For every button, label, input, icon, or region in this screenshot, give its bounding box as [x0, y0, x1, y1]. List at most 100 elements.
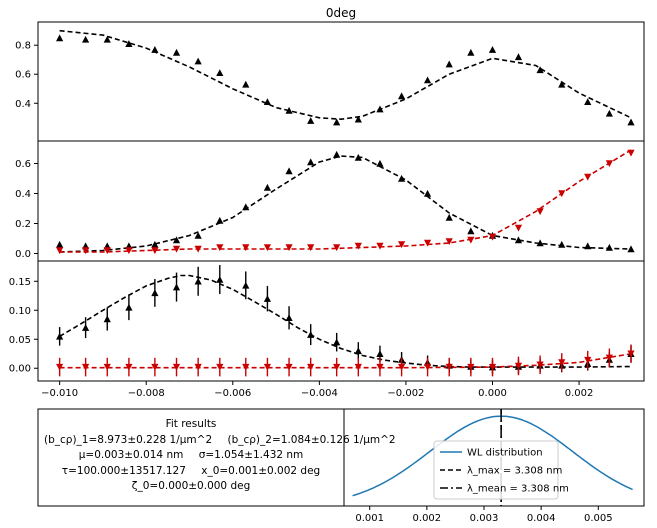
top-axes-frame — [37, 21, 645, 142]
top-point-s0 — [605, 109, 613, 117]
bottom-point-s0 — [354, 347, 362, 355]
middle-point-s1 — [627, 149, 635, 157]
top-point-s0 — [151, 45, 159, 53]
bottom-point-s1 — [398, 363, 406, 371]
middle-point-s1 — [376, 242, 384, 250]
top-point-s0 — [56, 34, 64, 42]
bottom-point-s1 — [82, 363, 90, 371]
middle-point-s1 — [216, 244, 224, 252]
top-point-s0 — [285, 106, 293, 114]
wl-xtick-label: 0.002 — [413, 513, 442, 524]
bottom-xtick-label: 0.000 — [478, 388, 507, 399]
top-panel: 0.4 0.6 0.8 — [15, 29, 635, 126]
middle-point-s0 — [307, 158, 315, 166]
bottom-point-s0 — [307, 331, 315, 338]
middle-fit-line-0 — [59, 155, 632, 253]
middle-point-s1 — [103, 247, 111, 255]
bottom-point-s1 — [194, 363, 202, 371]
bottom-point-s1 — [242, 363, 250, 371]
top-point-s0 — [354, 115, 362, 123]
middle-point-s1 — [354, 242, 362, 250]
middle-point-s0 — [584, 242, 592, 250]
fit-results-heading: Fit results — [165, 418, 217, 430]
middle-point-s1 — [398, 241, 406, 249]
middle-point-s0 — [467, 227, 475, 235]
bottom-point-s1 — [216, 363, 224, 371]
bottom-point-s1 — [103, 363, 111, 371]
middle-point-s0 — [151, 240, 159, 248]
bottom-point-s0 — [151, 289, 159, 297]
bottom-xtick-label: −0.008 — [128, 388, 165, 399]
middle-point-s0 — [605, 243, 613, 251]
bottom-point-s1 — [151, 363, 159, 371]
wl-xtick-label: 0.005 — [584, 513, 613, 524]
top-point-s0 — [194, 57, 202, 65]
bottom-point-s0 — [172, 283, 181, 291]
middle-point-s0 — [333, 150, 341, 158]
top-point-s0 — [376, 105, 384, 113]
bottom-point-s1 — [627, 350, 635, 358]
bottom-ytick-label: 0.10 — [9, 306, 31, 317]
top-point-s0 — [125, 40, 133, 48]
wl-distribution-curve — [352, 415, 633, 497]
middle-ytick-label: 0.6 — [15, 159, 31, 170]
bottom-point-s0 — [194, 277, 202, 285]
bottom-ytick-label: 0.00 — [9, 364, 31, 375]
middle-point-s0 — [398, 174, 406, 182]
middle-point-s0 — [172, 236, 181, 244]
middle-point-s1 — [285, 244, 293, 252]
wl-axes-frame — [343, 408, 645, 507]
bottom-fit-line-1 — [59, 353, 632, 369]
middle-point-s0 — [242, 203, 250, 211]
bottom-point-s1 — [354, 363, 362, 371]
bottom-point-s1 — [125, 363, 133, 371]
bottom-point-s0 — [216, 275, 224, 283]
bottom-point-s1 — [536, 361, 544, 369]
middle-point-s1 — [605, 160, 613, 168]
top-point-s0 — [333, 118, 341, 126]
bottom-point-s1 — [584, 356, 592, 364]
middle-point-s1 — [514, 224, 523, 232]
top-point-s0 — [536, 66, 544, 74]
middle-point-s1 — [558, 190, 566, 198]
top-ytick-label: 0.4 — [15, 99, 31, 110]
top-ytick-label: 0.6 — [15, 70, 31, 81]
middle-point-s0 — [56, 240, 64, 248]
bottom-xtick-label: −0.010 — [41, 388, 78, 399]
bottom-point-s0 — [125, 303, 133, 311]
wl-legend-label-2: λ_mean = 3.308 nm — [467, 484, 569, 495]
fit-sigma: σ=1.054±1.432 nm — [198, 449, 304, 461]
middle-point-s1 — [445, 238, 453, 246]
middle-point-s1 — [151, 247, 159, 255]
wl-xtick-label: 0.004 — [527, 513, 556, 524]
top-point-s0 — [216, 69, 224, 77]
bottom-point-s0 — [56, 332, 64, 340]
bottom-xtick-label: −0.004 — [301, 388, 338, 399]
bottom-fit-line-0 — [59, 274, 632, 368]
middle-point-s1 — [194, 245, 202, 253]
chart-title: 0deg — [326, 6, 356, 20]
middle-point-s1 — [488, 233, 497, 241]
top-point-s0 — [307, 117, 315, 124]
bottom-point-s1 — [423, 363, 432, 371]
middle-point-s1 — [125, 247, 133, 255]
top-point-s0 — [514, 53, 523, 61]
middle-point-s0 — [194, 231, 202, 239]
bottom-point-s1 — [56, 363, 64, 371]
bottom-point-s1 — [605, 354, 613, 362]
middle-point-s1 — [82, 247, 90, 255]
top-point-s0 — [398, 92, 406, 100]
top-point-s0 — [423, 76, 432, 84]
middle-point-s1 — [172, 245, 181, 253]
top-point-s0 — [488, 45, 497, 53]
bottom-point-s1 — [488, 363, 497, 371]
bottom-point-s1 — [445, 363, 453, 371]
wl-xtick-label: 0.001 — [355, 513, 384, 524]
top-point-s0 — [103, 35, 111, 43]
bottom-point-s1 — [376, 363, 384, 371]
wl-panel: 0.001 0.002 0.003 0.004 0.005 WL distribution… — [352, 409, 633, 524]
bottom-point-s0 — [263, 295, 272, 302]
middle-point-s0 — [216, 216, 224, 224]
middle-point-s0 — [423, 189, 432, 197]
